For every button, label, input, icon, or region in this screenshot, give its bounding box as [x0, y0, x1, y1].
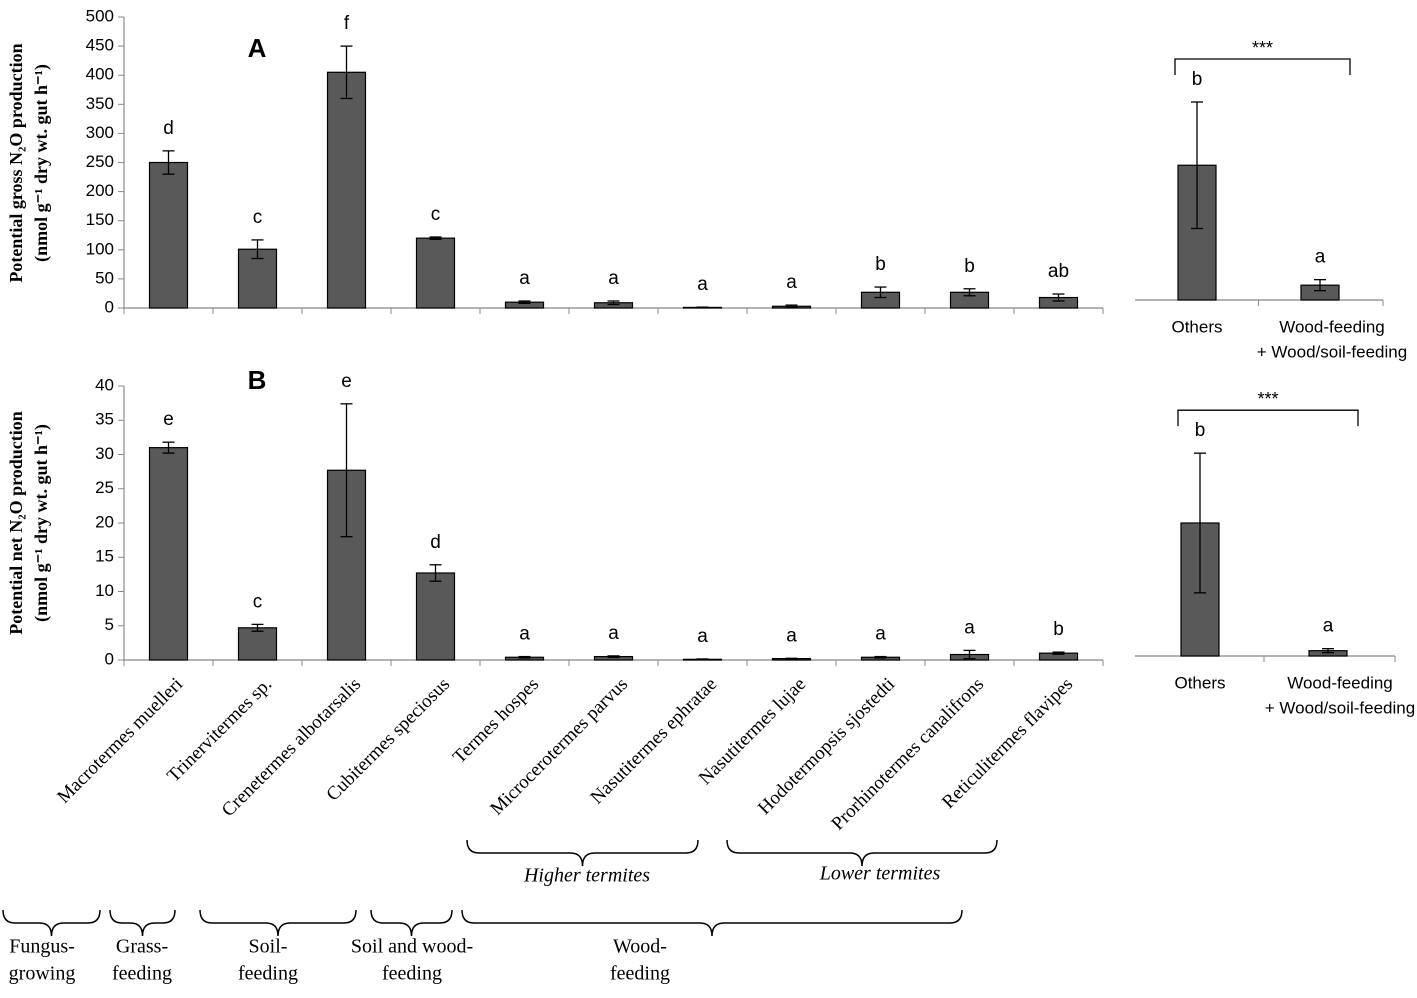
- y-tick-label: 500: [86, 6, 114, 25]
- panel-letter: B: [248, 365, 267, 395]
- significance-letter: a: [786, 625, 797, 646]
- y-axis-label: (nmol g⁻¹ dry wt. gut h⁻¹): [31, 64, 52, 262]
- significance-letter: b: [1053, 619, 1064, 640]
- y-axis-label: (nmol g⁻¹ dry wt. gut h⁻¹): [31, 424, 52, 622]
- feeding-group-label: feeding: [112, 963, 172, 985]
- taxon-group-label: Higher termites: [523, 865, 650, 887]
- y-axis-label: Potential gross N₂O production: [6, 43, 26, 282]
- y-tick-label: 100: [86, 239, 114, 258]
- brace: [461, 909, 963, 937]
- brace: [199, 909, 357, 937]
- significance-letter: a: [608, 623, 619, 644]
- bar: [237, 627, 278, 661]
- brace: [466, 839, 699, 867]
- feeding-group-label: growing: [9, 963, 76, 985]
- y-tick-label: 10: [95, 581, 114, 600]
- significance-letter: b: [875, 254, 886, 275]
- x-tick-label: Prorhinotermes canalifrons: [827, 674, 988, 835]
- feeding-group-label: feeding: [382, 963, 442, 985]
- feeding-group-label: Fungus-: [9, 936, 75, 958]
- y-tick-label: 150: [86, 210, 114, 229]
- x-tick-label: Wood-feeding: [1279, 317, 1385, 336]
- significance-letter: a: [519, 624, 530, 645]
- y-tick-label: 200: [86, 181, 114, 200]
- significance-letter: a: [964, 617, 975, 638]
- feeding-group-label: feeding: [238, 963, 298, 985]
- x-tick-label: Others: [1174, 673, 1225, 692]
- bar: [148, 447, 189, 661]
- significance-letter: a: [608, 268, 619, 289]
- significance-letter: a: [1315, 247, 1326, 268]
- x-tick-label: Wood-feeding: [1287, 673, 1393, 692]
- y-tick-label: 25: [95, 478, 114, 497]
- y-tick-label: 0: [105, 649, 114, 668]
- y-tick-label: 15: [95, 547, 114, 566]
- significance-letter: f: [344, 13, 350, 34]
- panel-letter: A: [248, 33, 267, 63]
- y-tick-label: 5: [105, 615, 114, 634]
- bar: [326, 71, 367, 309]
- significance-letter: d: [163, 118, 174, 139]
- y-tick-label: 0: [105, 297, 114, 316]
- x-tick-label: + Wood/soil-feeding: [1257, 342, 1407, 361]
- feeding-group-label: Soil and wood-: [351, 936, 473, 958]
- significance-bracket: [1177, 409, 1359, 427]
- significance-label: ***: [1252, 38, 1273, 58]
- x-tick-label: Macrotermes muelleri: [53, 674, 187, 808]
- y-tick-label: 35: [95, 410, 114, 429]
- significance-letter: a: [697, 274, 708, 295]
- significance-letter: c: [431, 204, 441, 225]
- significance-letter: a: [786, 272, 797, 293]
- significance-letter: e: [341, 371, 352, 392]
- bar: [148, 161, 189, 309]
- significance-letter: b: [1195, 420, 1206, 441]
- x-tick-label: Termes hospes: [449, 674, 543, 768]
- significance-letter: d: [430, 532, 441, 553]
- feeding-group-label: Grass-: [116, 936, 168, 958]
- y-tick-label: 20: [95, 512, 114, 531]
- feeding-group-label: Wood-: [613, 936, 667, 958]
- significance-bracket: [1174, 58, 1351, 75]
- y-tick-label: 50: [95, 268, 114, 287]
- y-tick-label: 40: [95, 375, 114, 394]
- significance-letter: e: [163, 409, 174, 430]
- significance-letter: a: [697, 626, 708, 647]
- significance-letter: c: [253, 591, 263, 612]
- bar: [415, 572, 456, 661]
- significance-letter: a: [519, 268, 530, 289]
- brace: [109, 909, 176, 937]
- y-tick-label: 350: [86, 94, 114, 113]
- bar: [415, 237, 456, 309]
- significance-letter: ab: [1048, 261, 1069, 282]
- brace: [2, 909, 101, 937]
- brace: [726, 839, 998, 867]
- significance-letter: c: [253, 207, 263, 228]
- x-tick-label: Others: [1171, 317, 1222, 336]
- x-tick-label: + Wood/soil-feeding: [1265, 698, 1415, 717]
- y-axis-label: Potential net N₂O production: [6, 411, 26, 635]
- significance-letter: a: [1323, 616, 1334, 637]
- taxon-group-label: Lower termites: [819, 863, 941, 885]
- y-tick-label: 300: [86, 123, 114, 142]
- significance-letter: b: [1192, 69, 1203, 90]
- significance-label: ***: [1257, 389, 1278, 409]
- significance-letter: b: [964, 256, 975, 277]
- y-tick-label: 250: [86, 152, 114, 171]
- significance-letter: a: [875, 624, 886, 645]
- feeding-group-label: Soil-: [249, 936, 288, 958]
- feeding-group-label: feeding: [610, 963, 670, 985]
- y-tick-label: 400: [86, 65, 114, 84]
- y-tick-label: 30: [95, 444, 114, 463]
- brace: [370, 909, 453, 937]
- y-tick-label: 450: [86, 36, 114, 55]
